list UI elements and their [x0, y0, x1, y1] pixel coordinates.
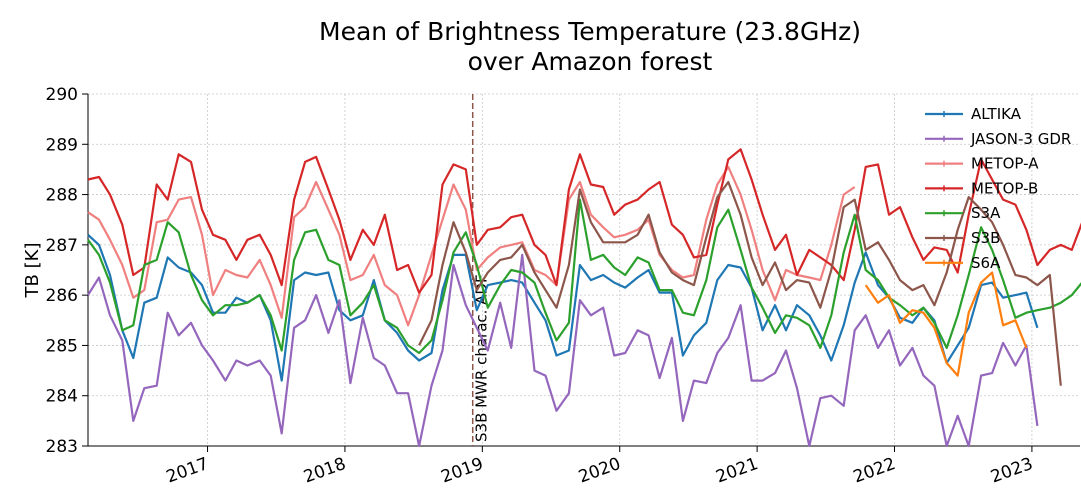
annotation-text: S3B MWR charac. ADF: [473, 274, 491, 442]
x-tick-label: 2017: [164, 454, 211, 488]
legend-label: METOP-B: [971, 179, 1038, 197]
x-tick-label: 2023: [988, 454, 1035, 488]
chart-title: over Amazon forest: [468, 47, 713, 76]
y-tick-label: 286: [46, 286, 78, 306]
chart-title: Mean of Brightness Temperature (23.8GHz): [319, 17, 861, 46]
x-tick-label: 2018: [301, 454, 348, 488]
x-tick-label: 2022: [851, 454, 898, 488]
data-line: [864, 271, 1028, 377]
x-tick-label: 2019: [439, 454, 486, 488]
x-tick-label: 2021: [713, 454, 760, 488]
data-line: [87, 148, 1081, 294]
data-line: [87, 233, 1039, 382]
y-tick-label: 285: [46, 336, 78, 356]
y-tick-label: 287: [46, 236, 78, 256]
legend-label: S3A: [971, 204, 1001, 222]
data-line: [418, 180, 1062, 386]
legend-marker: [941, 135, 947, 142]
legend-marker: [941, 235, 947, 241]
y-tick-label: 290: [46, 85, 78, 105]
legend-label: METOP-A: [971, 155, 1039, 173]
data-line: [87, 253, 1039, 448]
legend-marker: [941, 259, 947, 266]
y-tick-label: 288: [46, 186, 78, 206]
legend-marker: [941, 210, 947, 217]
legend-marker: [941, 111, 947, 117]
legend-label: ALTIKA: [971, 105, 1022, 123]
y-tick-label: 284: [46, 387, 78, 407]
data-line: [87, 198, 1081, 355]
y-tick-label: 283: [46, 437, 78, 457]
x-tick-label: 2020: [576, 454, 623, 488]
y-tick-label: 289: [46, 135, 78, 155]
legend-label: S3B: [971, 229, 1000, 247]
legend-marker: [941, 160, 947, 167]
legend-label: JASON-3 GDR: [970, 130, 1071, 148]
legend-marker: [941, 185, 947, 192]
legend-label: S6A: [971, 254, 1001, 272]
y-axis-label: TB [K]: [22, 243, 43, 299]
